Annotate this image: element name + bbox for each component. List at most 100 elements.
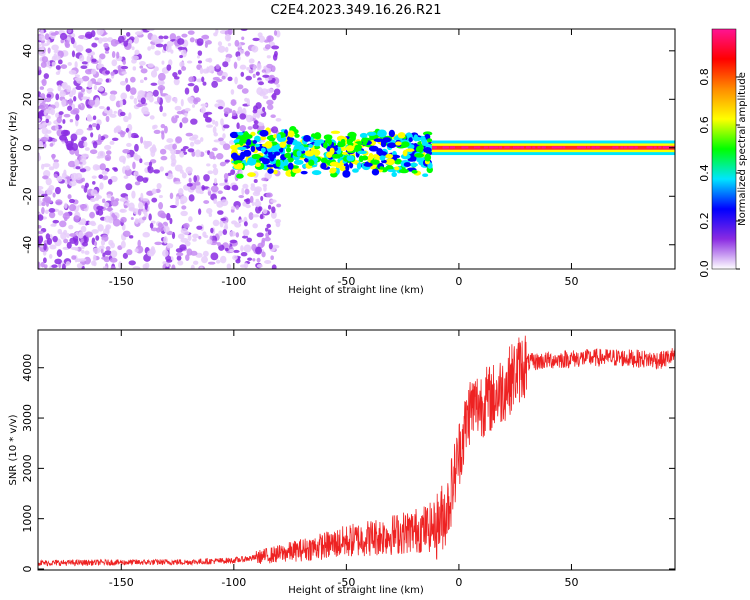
spectrogram-cell	[287, 162, 294, 170]
spectrogram-cell	[61, 263, 66, 269]
spectrogram-cell	[78, 140, 86, 149]
spectrogram-cell	[362, 138, 369, 144]
spectrogram-cell	[243, 244, 252, 253]
spectrogram-cell	[57, 59, 63, 65]
spectrogram-cell	[196, 38, 204, 46]
spectrogram-cell	[128, 202, 135, 211]
spectrogram-cell	[649, 146, 653, 149]
spectrogram-cell	[403, 162, 411, 167]
spectrogram-cell	[109, 113, 117, 118]
spectrogram-cell	[179, 151, 185, 158]
spectrogram-cell	[377, 150, 388, 157]
spectrogram-cell	[217, 190, 223, 195]
spectrogram-cell	[51, 153, 55, 160]
spectrogram-cell	[245, 138, 252, 146]
spectrogram-cell	[266, 223, 271, 229]
spectrogram-cell	[620, 146, 624, 149]
spectrogram-cell	[477, 146, 481, 149]
spectrogram-cell	[264, 44, 271, 50]
spectrogram-cell	[67, 29, 72, 34]
spectrogram-cell	[368, 145, 379, 152]
spectrogram-cell	[61, 82, 67, 88]
spectrogram-cell	[63, 202, 68, 209]
spectrogram-cell	[67, 62, 72, 66]
spectrogram-cell	[169, 33, 177, 41]
spectrogram-cell	[90, 189, 98, 197]
spectrogram-cell	[180, 200, 185, 205]
spectrogram-cell	[449, 146, 453, 149]
spectrogram-cell	[230, 169, 236, 175]
spectrogram-cell	[99, 53, 106, 60]
spectrogram-cell	[104, 250, 112, 256]
spectrogram-cell	[61, 99, 67, 107]
spectrogram-cell	[43, 196, 52, 203]
spectrogram-cell	[313, 132, 322, 140]
spectrogram-y-tick-label: -20	[21, 187, 34, 205]
spectrogram-x-tick-label: -100	[221, 275, 246, 288]
spectrogram-cell	[215, 64, 220, 70]
spectrogram-cell	[254, 143, 260, 148]
spectrogram-cell	[273, 88, 281, 96]
spectrogram-cell	[197, 50, 203, 56]
spectrogram-cell	[75, 85, 83, 90]
spectrogram-cell	[178, 188, 184, 196]
spectrogram-cell	[249, 195, 254, 203]
spectrogram-cell	[223, 107, 231, 115]
spectrogram-cell	[133, 134, 140, 139]
spectrogram-cell	[180, 210, 188, 217]
spectrogram-cell	[80, 225, 87, 233]
spectrogram-cell	[159, 148, 167, 155]
spectrogram-cell	[43, 110, 47, 116]
spectrogram-cell	[40, 261, 45, 268]
spectrogram-cell	[237, 146, 247, 151]
spectrogram-cell	[194, 149, 202, 158]
spectrogram-cell	[125, 165, 131, 171]
spectrogram-cell	[256, 63, 262, 71]
spectrogram-cell	[256, 264, 263, 268]
spectrogram-cell	[426, 138, 433, 143]
spectrogram-cell	[363, 162, 373, 167]
spectrogram-cell	[215, 29, 219, 35]
spectrogram-cell	[181, 117, 189, 124]
spectrogram-cell	[105, 115, 110, 123]
spectrogram-cell	[150, 70, 158, 78]
spectrogram-cell	[84, 147, 90, 151]
spectrogram-cell	[492, 146, 496, 149]
spectrogram-cell	[59, 32, 68, 41]
spectrogram-cell	[130, 87, 137, 95]
spectrogram-cell	[54, 30, 59, 35]
spectrogram-cell	[358, 155, 364, 163]
spectrogram-cell	[215, 99, 224, 104]
spectrogram-cell	[147, 46, 152, 51]
spectrogram-cell	[110, 250, 118, 258]
spectrogram-cell	[100, 247, 104, 254]
spectrogram-cell	[85, 48, 92, 53]
spectrogram-cell	[213, 198, 218, 204]
spectrogram-cell	[262, 74, 270, 78]
spectrogram-cell	[246, 158, 257, 166]
spectrogram-cell	[494, 146, 498, 149]
spectrogram-cell	[120, 216, 127, 223]
spectrogram-cell	[331, 153, 341, 159]
spectrogram-cell	[261, 177, 268, 182]
spectrogram-cell	[356, 162, 362, 170]
spectrogram-cell	[168, 59, 173, 66]
spectrogram-cell	[423, 146, 432, 153]
spectrogram-cell	[227, 29, 233, 36]
spectrogram-cell	[81, 185, 85, 189]
spectrogram-cell	[224, 247, 229, 252]
spectrogram-cell	[193, 98, 199, 105]
spectrogram-cell	[214, 120, 219, 127]
spectrogram-cell	[140, 192, 144, 201]
spectrogram-cell	[217, 45, 226, 53]
spectrogram-cell	[181, 205, 187, 210]
spectrogram-cell	[260, 239, 265, 247]
spectrogram-cell	[101, 170, 108, 175]
spectrogram-cell	[252, 37, 260, 42]
spectrogram-cell	[247, 172, 256, 177]
spectrogram-cell	[71, 50, 76, 58]
spectrogram-cell	[103, 202, 110, 208]
spectrogram-cell	[38, 235, 44, 244]
spectrogram-cell	[53, 173, 58, 178]
spectrogram-cell	[220, 255, 227, 264]
